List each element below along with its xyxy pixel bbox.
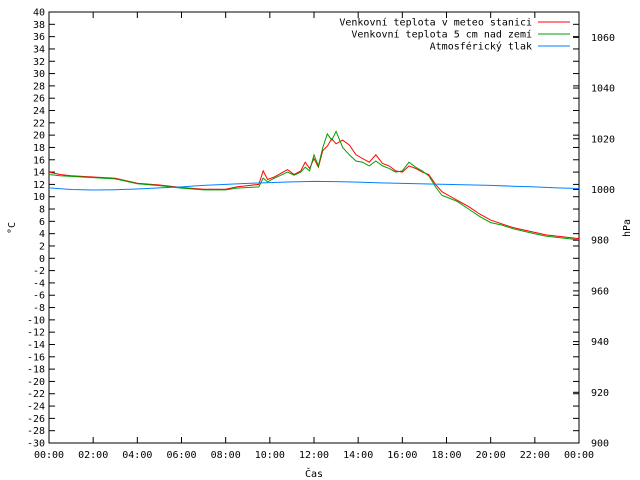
- x-tick-label: 22:00: [520, 450, 550, 461]
- y-tick-label: 2: [39, 241, 45, 252]
- y2-tick-label: 900: [591, 439, 609, 450]
- x-tick-label: 04:00: [122, 450, 152, 461]
- y2-tick-label: 980: [591, 236, 609, 247]
- y-tick-label: 10: [33, 192, 45, 203]
- y-tick-label: -30: [27, 439, 45, 450]
- y-tick-label: -12: [27, 328, 45, 339]
- y2-tick-label: 1060: [591, 33, 615, 44]
- legend-label: Venkovní teplota v meteo stanici: [339, 17, 532, 29]
- y-tick-label: 12: [33, 180, 45, 191]
- y2-tick-label: 1040: [591, 84, 615, 95]
- series-layer: [48, 130, 580, 241]
- x-tick-label: 16:00: [387, 450, 417, 461]
- y-tick-label: 40: [33, 8, 45, 19]
- x-axis-label: Čas: [305, 467, 323, 480]
- x-tick-label: 06:00: [166, 450, 196, 461]
- y-axis-label: °C: [7, 222, 18, 234]
- x-tick-label: 00:00: [34, 450, 64, 461]
- y-tick-label: -2: [33, 266, 45, 277]
- x-tick-label: 12:00: [299, 450, 329, 461]
- x-tick-label: 02:00: [78, 450, 108, 461]
- y-tick-label: 36: [33, 32, 45, 43]
- y-tick-label: -24: [27, 402, 45, 413]
- y-tick-label: -26: [27, 414, 45, 425]
- x-tick-label: 20:00: [476, 450, 506, 461]
- y-tick-label: 24: [33, 106, 45, 117]
- y2-axis-ticks: 1060 1040 1020 1000 980 960 940 920 900: [573, 33, 615, 450]
- y-tick-label: 34: [33, 44, 45, 55]
- y-tick-label: 20: [33, 131, 45, 142]
- y-tick-label: -18: [27, 365, 45, 376]
- legend-label: Atmosférický tlak: [430, 41, 532, 53]
- y-tick-label: -14: [27, 340, 45, 351]
- y-tick-label: -28: [27, 426, 45, 437]
- y-tick-label: 30: [33, 69, 45, 80]
- x-tick-label: 18:00: [431, 450, 461, 461]
- y-tick-label: 28: [33, 81, 45, 92]
- y-tick-label: 32: [33, 57, 45, 68]
- x-tick-label: 00:00: [564, 450, 594, 461]
- y2-tick-label: 1000: [591, 185, 615, 196]
- y-tick-label: 22: [33, 118, 45, 129]
- x-axis-ticks: 00:00 02:00 04:00 06:00 08:00 10:00 12:00 14:00…: [34, 12, 594, 461]
- y-tick-label: 18: [33, 143, 45, 154]
- y-tick-label: 8: [39, 205, 45, 216]
- y2-tick-label: 1020: [591, 134, 615, 145]
- y-tick-label: 38: [33, 20, 45, 31]
- series-line-3: [48, 180, 580, 191]
- y-tick-label: 16: [33, 155, 45, 166]
- y-tick-label: -6: [33, 291, 45, 302]
- x-tick-label: 14:00: [343, 450, 373, 461]
- x-tick-label: 08:00: [211, 450, 241, 461]
- x-tick-label: 10:00: [255, 450, 285, 461]
- y-tick-label: -20: [27, 377, 45, 388]
- y2-tick-label: 940: [591, 337, 609, 348]
- series-line-2: [48, 130, 580, 241]
- y-axis-ticks: 4038363432302826242220181614121086420-2-…: [27, 8, 579, 450]
- y-tick-label: 26: [33, 94, 45, 105]
- y-tick-label: -4: [33, 278, 45, 289]
- legend-label: Venkovní teplota 5 cm nad zemí: [351, 29, 532, 41]
- y-tick-label: -10: [27, 315, 45, 326]
- y2-tick-label: 960: [591, 286, 609, 297]
- y-tick-label: 4: [39, 229, 45, 240]
- y-tick-label: -16: [27, 352, 45, 363]
- series-line-1: [48, 137, 580, 240]
- legend: Venkovní teplota v meteo staniciVenkovní…: [339, 17, 570, 53]
- y-tick-label: -22: [27, 389, 45, 400]
- y-tick-label: 0: [39, 254, 45, 265]
- y-tick-label: 14: [33, 168, 45, 179]
- y-tick-label: 6: [39, 217, 45, 228]
- y2-tick-label: 920: [591, 388, 609, 399]
- y-tick-label: -8: [33, 303, 45, 314]
- y2-axis-label: hPa: [622, 219, 633, 237]
- plot-frame: [48, 11, 580, 444]
